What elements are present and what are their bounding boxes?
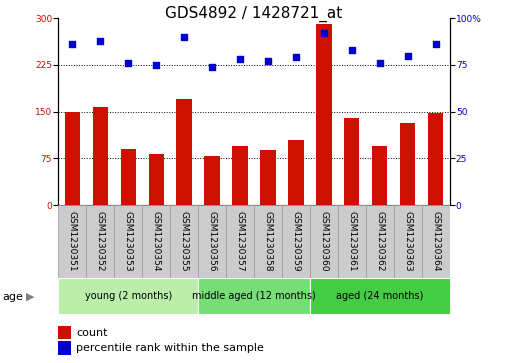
Bar [422,205,450,278]
Text: middle aged (12 months): middle aged (12 months) [192,291,316,301]
Text: GSM1230352: GSM1230352 [96,211,105,272]
Bar [114,205,142,278]
Bar [366,205,394,278]
Bar [86,205,114,278]
Bar [260,150,276,205]
Text: GSM1230355: GSM1230355 [180,211,188,272]
Text: young (2 months): young (2 months) [85,291,172,301]
Point [292,54,300,60]
Text: GSM1230360: GSM1230360 [320,211,328,272]
Text: age: age [3,291,23,302]
Bar [142,205,170,278]
Text: aged (24 months): aged (24 months) [336,291,423,301]
Bar [148,154,164,205]
Bar [226,205,254,278]
Text: GSM1230357: GSM1230357 [236,211,244,272]
Bar [344,118,360,205]
Bar [288,140,304,205]
Text: ▶: ▶ [26,291,35,302]
Text: GSM1230353: GSM1230353 [124,211,133,272]
Bar [176,99,192,205]
Bar [232,146,248,205]
Bar [428,113,443,205]
Bar [400,123,416,205]
Text: GSM1230362: GSM1230362 [375,211,384,272]
Text: GSM1230361: GSM1230361 [347,211,356,272]
Bar [120,149,136,205]
Bar [394,205,422,278]
Text: GSM1230364: GSM1230364 [431,211,440,272]
Text: GSM1230363: GSM1230363 [403,211,412,272]
Bar [310,278,450,314]
Bar [58,278,198,314]
Point [180,34,188,40]
Text: GSM1230354: GSM1230354 [152,211,161,272]
Point [208,64,216,70]
Point [431,41,439,47]
Point [347,47,356,53]
Text: GSM1230356: GSM1230356 [208,211,216,272]
Point [96,38,104,44]
Bar [204,156,220,205]
Bar [282,205,310,278]
Bar [65,112,80,205]
Bar [316,24,332,205]
Bar [92,107,108,205]
Bar [254,205,282,278]
Bar [198,205,226,278]
Bar [198,278,310,314]
Point [320,30,328,36]
Text: GSM1230359: GSM1230359 [292,211,300,272]
Text: GSM1230351: GSM1230351 [68,211,77,272]
Bar [310,205,338,278]
Text: count: count [76,328,108,338]
Point [264,58,272,64]
Point [152,62,160,68]
Point [124,60,132,66]
Point [236,56,244,62]
Point [375,60,384,66]
Point [68,41,76,47]
Text: GDS4892 / 1428721_at: GDS4892 / 1428721_at [166,5,342,22]
Bar [338,205,366,278]
Point [403,53,411,58]
Text: percentile rank within the sample: percentile rank within the sample [76,343,264,354]
Bar [58,205,86,278]
Bar [170,205,198,278]
Bar [372,146,388,205]
Text: GSM1230358: GSM1230358 [264,211,272,272]
